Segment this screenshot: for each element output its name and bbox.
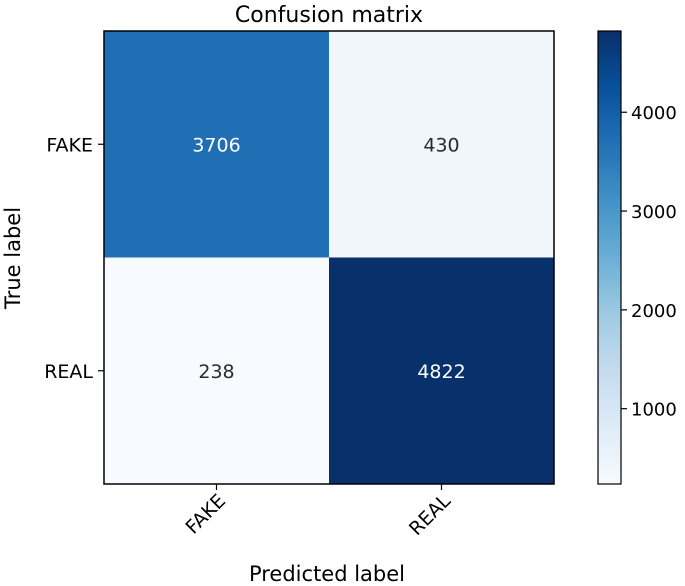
x-tick-label: FAKE <box>181 490 230 539</box>
heatmap-cells: 3706 430 238 4822 <box>104 31 554 484</box>
x-axis-label: Predicted label <box>249 562 405 586</box>
plot-frame <box>103 30 555 485</box>
heatmap-cell <box>329 257 554 484</box>
heatmap-cell <box>329 31 554 258</box>
colorbar-gradient <box>597 30 622 485</box>
cell-value-label: 238 <box>198 361 234 383</box>
y-axis-label: True label <box>1 207 25 310</box>
y-tick-label: FAKE <box>46 134 93 156</box>
x-tick-label: REAL <box>405 490 455 540</box>
colorbar-tick-label: 4000 <box>631 103 677 124</box>
colorbar-ticks: 1000 2000 3000 4000 <box>621 103 677 421</box>
x-axis-ticks: FAKE REAL <box>181 484 455 540</box>
heatmap-cell <box>104 31 329 258</box>
cell-value-label: 430 <box>423 134 459 156</box>
y-tick-label: REAL <box>44 361 93 383</box>
colorbar-tick-label: 2000 <box>631 301 677 322</box>
y-axis-ticks: FAKE REAL <box>44 134 104 383</box>
colorbar-tick-label: 1000 <box>631 400 677 421</box>
colorbar-tick-label: 3000 <box>631 202 677 223</box>
colorbar: 1000 2000 3000 4000 <box>597 30 677 485</box>
cell-value-label: 3706 <box>192 134 240 156</box>
chart-title: Confusion matrix <box>235 3 423 28</box>
cell-value-label: 4822 <box>417 361 465 383</box>
heatmap-cell <box>104 257 329 484</box>
